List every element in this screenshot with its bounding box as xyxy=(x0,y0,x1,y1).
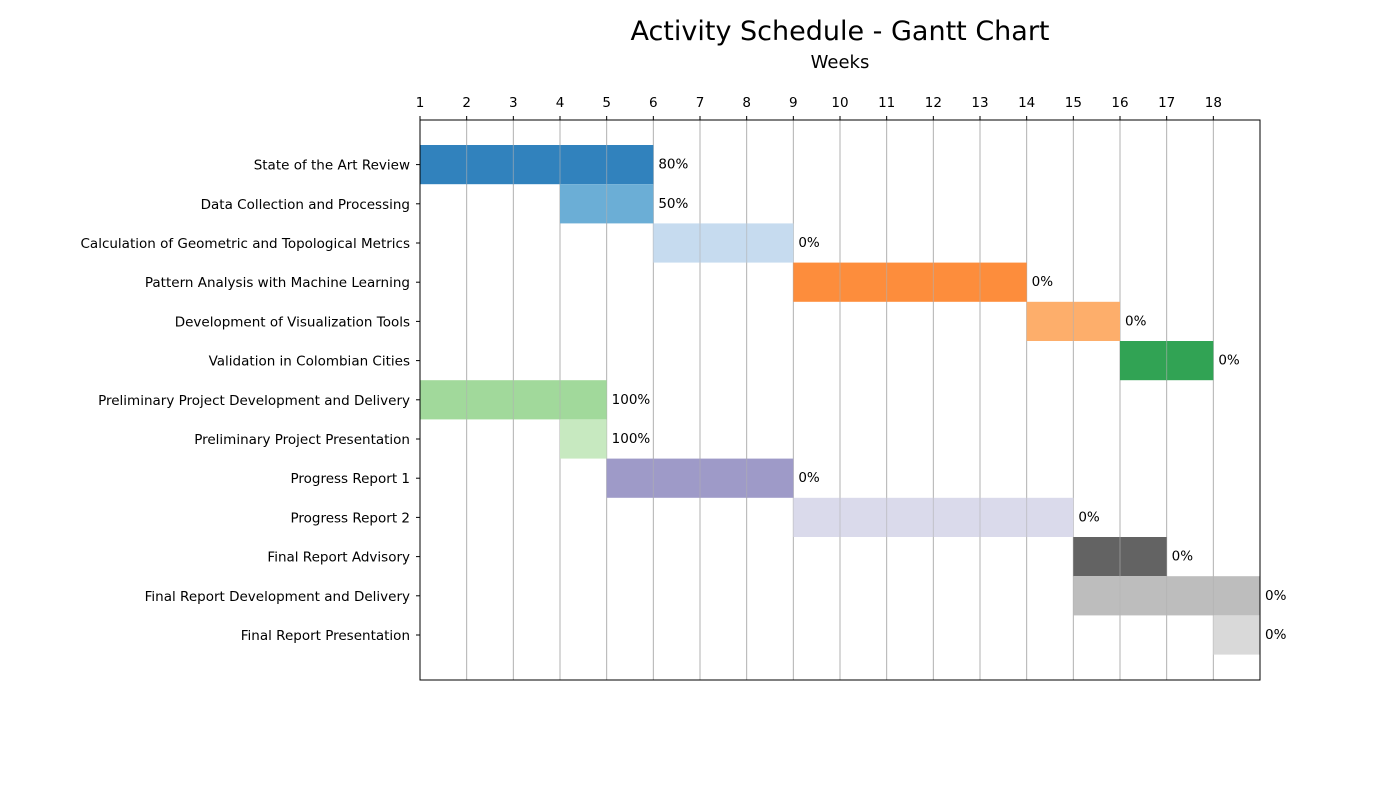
progress-label: 0% xyxy=(1218,353,1240,369)
progress-labels: 80% 50% 0% 0% 0% 0% 100% 100% 0% 0% 0% 0% 0% xyxy=(612,157,1287,643)
x-tick-label: 16 xyxy=(1111,95,1128,111)
task-label: Final Report Advisory xyxy=(267,550,410,566)
progress-label: 0% xyxy=(1125,313,1147,329)
gantt-bar xyxy=(560,419,607,459)
task-label: Data Collection and Processing xyxy=(201,197,410,213)
progress-label: 0% xyxy=(1265,627,1287,643)
x-tick-label: 7 xyxy=(696,95,705,111)
progress-label: 0% xyxy=(1265,588,1287,604)
x-tick-label: 14 xyxy=(1018,95,1035,111)
progress-label: 100% xyxy=(612,392,651,408)
task-label: Final Report Presentation xyxy=(241,628,410,644)
progress-label: 0% xyxy=(1172,549,1194,565)
x-tick-label: 10 xyxy=(831,95,848,111)
task-label: Progress Report 2 xyxy=(290,510,410,526)
x-tick-label: 2 xyxy=(462,95,471,111)
progress-label: 100% xyxy=(612,431,651,447)
x-tick-label: 6 xyxy=(649,95,658,111)
x-tick-label: 4 xyxy=(556,95,565,111)
x-tick-label: 8 xyxy=(742,95,751,111)
progress-label: 0% xyxy=(798,470,820,486)
x-tick-label: 11 xyxy=(878,95,895,111)
task-label: Preliminary Project Presentation xyxy=(194,432,410,448)
progress-label: 0% xyxy=(1032,274,1054,290)
task-label: State of the Art Review xyxy=(254,158,410,174)
chart-title: Activity Schedule - Gantt Chart xyxy=(630,16,1049,47)
progress-label: 0% xyxy=(798,235,820,251)
progress-label: 80% xyxy=(658,157,688,173)
progress-label: 50% xyxy=(658,196,688,212)
gantt-bar xyxy=(420,145,654,185)
x-tick-label: 3 xyxy=(509,95,518,111)
x-tick-label: 5 xyxy=(602,95,611,111)
task-label: Final Report Development and Delivery xyxy=(145,589,410,605)
x-tick-label: 13 xyxy=(971,95,988,111)
gantt-bar xyxy=(793,262,1027,302)
x-tick-label: 9 xyxy=(789,95,798,111)
task-label: Progress Report 1 xyxy=(290,471,410,487)
progress-label: 0% xyxy=(1078,509,1100,525)
x-tick-label: 17 xyxy=(1158,95,1175,111)
x-tick-label: 15 xyxy=(1065,95,1082,111)
task-label: Validation in Colombian Cities xyxy=(209,354,410,370)
task-label: Calculation of Geometric and Topological… xyxy=(81,236,411,252)
x-axis-label: Weeks xyxy=(811,52,870,73)
x-ticks: 1 2 3 4 5 6 7 8 9 10 11 12 13 14 15 16 17 18 xyxy=(416,95,1222,120)
x-tick-label: 1 xyxy=(416,95,425,111)
x-tick-label: 18 xyxy=(1205,95,1222,111)
x-tick-label: 12 xyxy=(925,95,942,111)
task-label: Pattern Analysis with Machine Learning xyxy=(145,275,410,291)
gantt-bar xyxy=(1213,615,1260,655)
task-label: Development of Visualization Tools xyxy=(175,314,410,330)
y-category-labels: State of the Art Review Data Collection a… xyxy=(81,158,420,644)
gantt-bar xyxy=(653,223,794,263)
bars xyxy=(420,145,1260,655)
task-label: Preliminary Project Development and Deli… xyxy=(98,393,410,409)
